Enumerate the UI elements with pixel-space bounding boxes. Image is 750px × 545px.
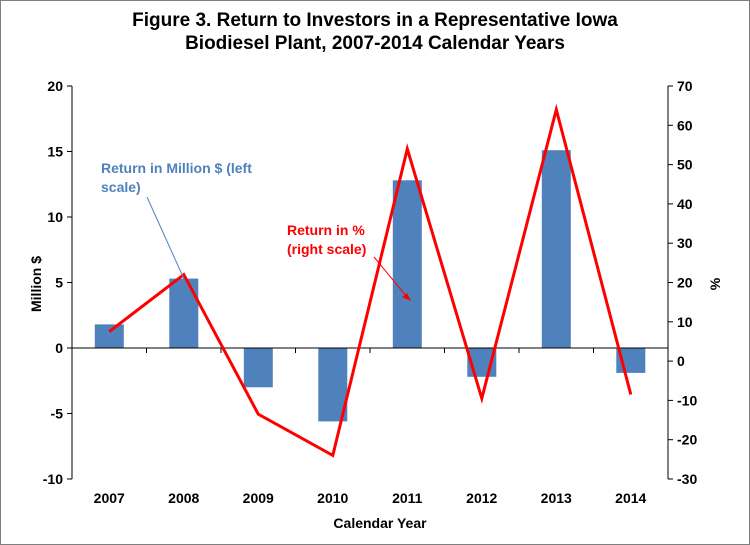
y-left-tick-label: 10 bbox=[47, 209, 63, 225]
y-left-tick-label: -10 bbox=[43, 471, 63, 487]
x-tick-label-2011: 2011 bbox=[392, 490, 423, 506]
ticks-layer: 20151050-5-10706050403020100-10-20-30200… bbox=[43, 78, 698, 506]
percent-return-line bbox=[108, 103, 633, 458]
bar-series-label-line-2: scale) bbox=[101, 179, 141, 195]
bar-2010 bbox=[318, 348, 348, 422]
line-series-leader-line bbox=[373, 256, 408, 298]
y-right-tick-label: 20 bbox=[677, 275, 693, 291]
y-left-tick-label: -5 bbox=[51, 406, 64, 422]
y-right-tick-label: 30 bbox=[677, 235, 693, 251]
y-axis-left-title: Million $ bbox=[28, 256, 44, 312]
x-tick-label-2007: 2007 bbox=[94, 490, 125, 506]
bar-series-leader-line bbox=[146, 196, 190, 291]
bar-2013 bbox=[541, 150, 571, 348]
x-axis-title: Calendar Year bbox=[333, 515, 427, 531]
y-left-tick-label: 20 bbox=[47, 78, 63, 94]
x-tick-label-2014: 2014 bbox=[615, 490, 646, 506]
x-tick-label-2008: 2008 bbox=[168, 490, 199, 506]
bars-layer bbox=[94, 150, 646, 422]
axes-layer bbox=[67, 85, 673, 480]
y-axis-right-title: % bbox=[707, 277, 723, 290]
y-right-tick-label: 10 bbox=[677, 314, 693, 330]
chart-title-line-2: Biodiesel Plant, 2007-2014 Calendar Year… bbox=[185, 33, 565, 54]
y-right-tick-label: 50 bbox=[677, 157, 693, 173]
x-tick-label-2009: 2009 bbox=[243, 490, 274, 506]
bar-2011 bbox=[392, 180, 422, 348]
bar-series-label-line-1: Return in Million $ (left bbox=[101, 160, 252, 176]
x-tick-label-2010: 2010 bbox=[317, 490, 348, 506]
y-right-tick-label: 40 bbox=[677, 196, 693, 212]
line-series-label-line-1: Return in % bbox=[287, 222, 365, 238]
chart-title: Figure 3. Return to Investors in a Repre… bbox=[1, 9, 749, 55]
y-right-tick-label: 70 bbox=[677, 78, 693, 94]
y-right-tick-label: 0 bbox=[677, 353, 685, 369]
line-series-annotation: Return in % (right scale) bbox=[287, 222, 411, 301]
x-tick-label-2013: 2013 bbox=[541, 490, 572, 506]
y-right-tick-label: -30 bbox=[677, 471, 697, 487]
y-left-tick-label: 15 bbox=[47, 144, 63, 160]
y-right-tick-label: -20 bbox=[677, 432, 697, 448]
line-series-leader-arrowhead bbox=[402, 293, 411, 301]
line-layer bbox=[108, 103, 633, 458]
line-series-label-line-2: (right scale) bbox=[287, 241, 366, 257]
chart-title-line-1: Figure 3. Return to Investors in a Repre… bbox=[132, 10, 618, 31]
x-tick-label-2012: 2012 bbox=[466, 490, 497, 506]
y-right-tick-label: 60 bbox=[677, 117, 693, 133]
y-right-tick-label: -10 bbox=[677, 392, 697, 408]
bar-series-annotation: Return in Million $ (left scale) bbox=[101, 160, 252, 291]
y-left-tick-label: 5 bbox=[55, 275, 63, 291]
bar-2009 bbox=[243, 348, 273, 388]
y-left-tick-label: 0 bbox=[55, 340, 63, 356]
bar-2008 bbox=[169, 278, 199, 348]
bar-2007 bbox=[94, 324, 124, 348]
